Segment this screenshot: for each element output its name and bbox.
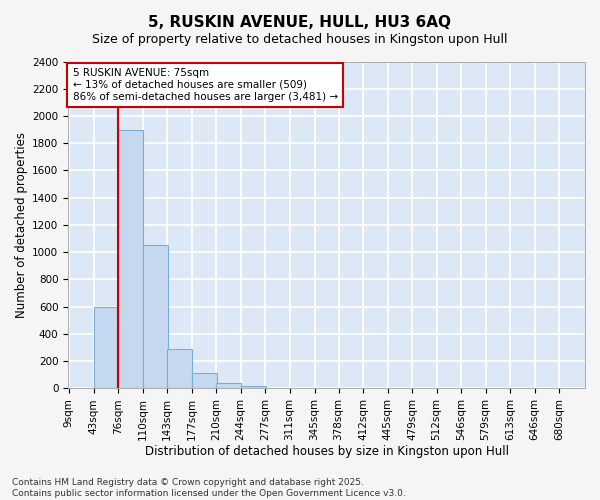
Text: 5, RUSKIN AVENUE, HULL, HU3 6AQ: 5, RUSKIN AVENUE, HULL, HU3 6AQ xyxy=(149,15,452,30)
X-axis label: Distribution of detached houses by size in Kingston upon Hull: Distribution of detached houses by size … xyxy=(145,444,509,458)
Bar xyxy=(216,383,241,388)
Y-axis label: Number of detached properties: Number of detached properties xyxy=(15,132,28,318)
Bar xyxy=(241,386,266,388)
Bar xyxy=(94,306,119,388)
Text: 5 RUSKIN AVENUE: 75sqm
← 13% of detached houses are smaller (509)
86% of semi-de: 5 RUSKIN AVENUE: 75sqm ← 13% of detached… xyxy=(73,68,338,102)
Text: Size of property relative to detached houses in Kingston upon Hull: Size of property relative to detached ho… xyxy=(92,32,508,46)
Bar xyxy=(167,349,191,389)
Bar xyxy=(143,246,167,388)
Bar xyxy=(191,374,217,388)
Text: Contains HM Land Registry data © Crown copyright and database right 2025.
Contai: Contains HM Land Registry data © Crown c… xyxy=(12,478,406,498)
Bar xyxy=(118,130,143,388)
